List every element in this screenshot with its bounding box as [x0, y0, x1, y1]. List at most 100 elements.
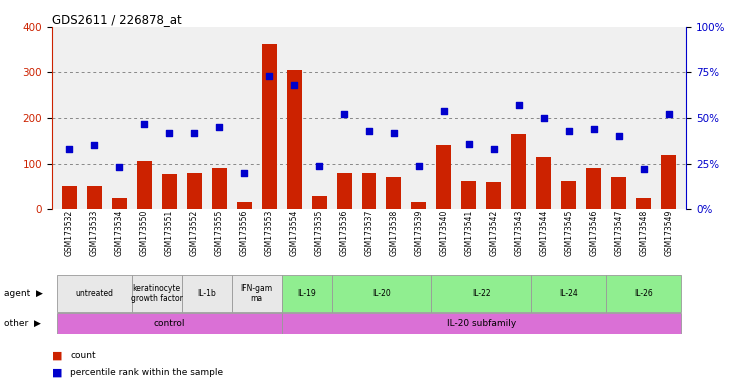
- Text: GDS2611 / 226878_at: GDS2611 / 226878_at: [52, 13, 182, 26]
- Point: [238, 170, 250, 176]
- Bar: [281, 275, 331, 312]
- Bar: [587, 168, 601, 209]
- Text: GSM173539: GSM173539: [415, 209, 424, 256]
- Bar: [137, 161, 151, 209]
- Point: [538, 115, 550, 121]
- Point: [488, 146, 500, 152]
- Point: [663, 111, 675, 118]
- Text: IL-1b: IL-1b: [197, 289, 216, 298]
- Bar: [636, 198, 652, 209]
- Point: [313, 162, 325, 169]
- Bar: [412, 202, 427, 209]
- Text: percentile rank within the sample: percentile rank within the sample: [70, 368, 223, 377]
- Bar: [537, 157, 551, 209]
- Text: IFN-gam
ma: IFN-gam ma: [241, 284, 272, 303]
- Text: GSM173547: GSM173547: [614, 209, 624, 256]
- Point: [588, 126, 600, 132]
- Bar: [182, 275, 232, 312]
- Bar: [162, 174, 176, 209]
- Point: [513, 102, 525, 108]
- Text: IL-19: IL-19: [297, 289, 316, 298]
- Point: [363, 128, 375, 134]
- Text: GSM173537: GSM173537: [365, 209, 373, 256]
- Text: GSM173550: GSM173550: [139, 209, 148, 256]
- Text: GSM173538: GSM173538: [390, 209, 399, 255]
- Text: GSM173552: GSM173552: [190, 209, 199, 255]
- Point: [263, 73, 275, 79]
- Point: [413, 162, 425, 169]
- Bar: [531, 275, 607, 312]
- Text: GSM173553: GSM173553: [264, 209, 274, 256]
- Point: [89, 142, 100, 149]
- Bar: [261, 44, 277, 209]
- Text: GSM173542: GSM173542: [489, 209, 498, 255]
- Point: [613, 133, 625, 139]
- Bar: [432, 275, 531, 312]
- Bar: [232, 275, 281, 312]
- Bar: [111, 198, 127, 209]
- Text: GSM173543: GSM173543: [514, 209, 523, 256]
- Bar: [311, 195, 326, 209]
- Text: GSM173541: GSM173541: [464, 209, 474, 255]
- Text: GSM173536: GSM173536: [339, 209, 348, 256]
- Point: [563, 128, 575, 134]
- Bar: [387, 177, 401, 209]
- Text: other  ▶: other ▶: [4, 319, 41, 328]
- Point: [188, 129, 200, 136]
- Text: GSM173532: GSM173532: [65, 209, 74, 255]
- Bar: [187, 173, 201, 209]
- Text: agent  ▶: agent ▶: [4, 289, 43, 298]
- Point: [138, 121, 150, 127]
- Text: untreated: untreated: [75, 289, 113, 298]
- Text: GSM173551: GSM173551: [165, 209, 173, 255]
- Text: GSM173540: GSM173540: [439, 209, 449, 256]
- Point: [438, 108, 450, 114]
- Point: [63, 146, 75, 152]
- Text: ■: ■: [52, 367, 62, 377]
- Bar: [331, 275, 432, 312]
- Point: [213, 124, 225, 130]
- Bar: [86, 185, 102, 209]
- Text: IL-26: IL-26: [635, 289, 653, 298]
- Bar: [607, 275, 681, 312]
- Point: [288, 82, 300, 88]
- Text: control: control: [154, 319, 184, 328]
- Text: GSM173549: GSM173549: [664, 209, 673, 256]
- Text: GSM173535: GSM173535: [314, 209, 323, 256]
- Bar: [562, 181, 576, 209]
- Bar: [661, 154, 676, 209]
- Text: IL-24: IL-24: [559, 289, 579, 298]
- Bar: [486, 182, 501, 209]
- Text: keratinocyte
growth factor: keratinocyte growth factor: [131, 284, 182, 303]
- Bar: [131, 275, 182, 312]
- Text: GSM173534: GSM173534: [114, 209, 124, 256]
- Bar: [62, 185, 77, 209]
- Text: ■: ■: [52, 350, 62, 360]
- Bar: [337, 173, 351, 209]
- Text: GSM173544: GSM173544: [539, 209, 548, 256]
- Text: count: count: [70, 351, 96, 360]
- Bar: [286, 70, 302, 209]
- Bar: [57, 313, 281, 334]
- Bar: [237, 202, 252, 209]
- Bar: [611, 177, 627, 209]
- Text: GSM173545: GSM173545: [565, 209, 573, 256]
- Text: GSM173556: GSM173556: [240, 209, 249, 256]
- Text: GSM173546: GSM173546: [590, 209, 599, 256]
- Point: [113, 164, 125, 170]
- Bar: [212, 168, 227, 209]
- Bar: [436, 146, 452, 209]
- Point: [338, 111, 350, 118]
- Text: GSM173555: GSM173555: [215, 209, 224, 256]
- Bar: [57, 275, 131, 312]
- Point: [388, 129, 400, 136]
- Point: [163, 129, 175, 136]
- Bar: [281, 313, 681, 334]
- Point: [638, 166, 649, 172]
- Text: GSM173554: GSM173554: [289, 209, 299, 256]
- Bar: [511, 134, 526, 209]
- Text: IL-20: IL-20: [372, 289, 391, 298]
- Bar: [362, 173, 376, 209]
- Text: GSM173548: GSM173548: [639, 209, 649, 255]
- Bar: [461, 181, 477, 209]
